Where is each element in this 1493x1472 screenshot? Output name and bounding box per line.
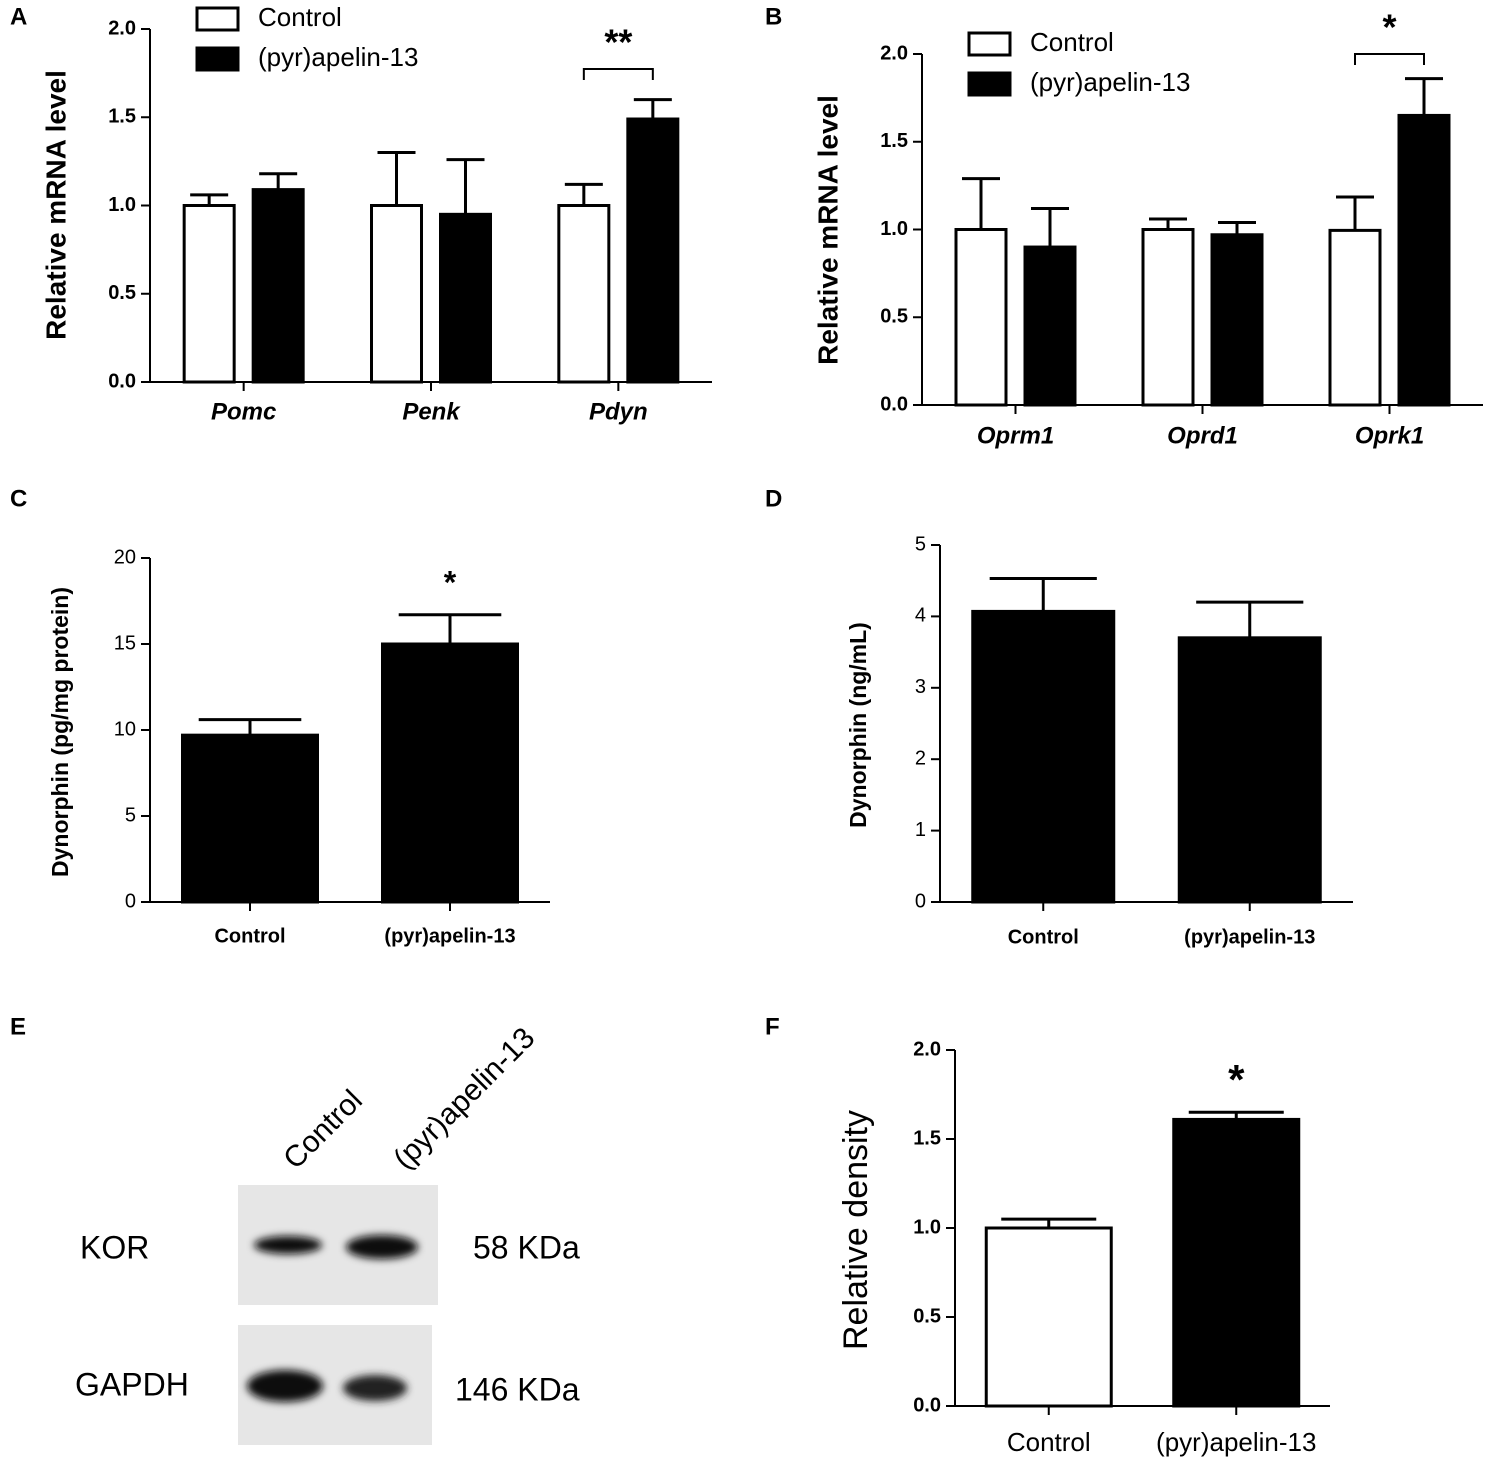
y-tick-label: 1.5 <box>913 1127 941 1149</box>
y-tick-label: 10 <box>114 718 136 740</box>
y-tick-label: 1.0 <box>108 194 136 216</box>
significance: * <box>1382 7 1396 48</box>
significance: * <box>444 564 457 600</box>
y-tick-label: 20 <box>114 546 136 568</box>
bar <box>954 228 1008 407</box>
legend-swatch <box>195 46 240 72</box>
y-tick-label: 0.0 <box>880 393 908 415</box>
y-tick-label: 0 <box>125 890 136 912</box>
x-tick-label: Control <box>1008 926 1079 948</box>
legend-swatch <box>195 6 240 32</box>
bar <box>1328 228 1382 407</box>
bar <box>557 204 611 384</box>
y-axis-label: Relative mRNA level <box>40 70 71 340</box>
bar <box>984 1226 1113 1408</box>
size-label: 146 KDa <box>455 1371 580 1407</box>
y-tick-label: 0.5 <box>880 306 908 328</box>
blot-band <box>346 1235 418 1259</box>
bar <box>971 609 1116 904</box>
x-tick-label: Oprd1 <box>1167 422 1238 449</box>
y-tick-label: 0.5 <box>108 282 136 304</box>
blot-band <box>254 1236 322 1254</box>
significance: ** <box>604 22 632 63</box>
blot-band <box>343 1375 407 1401</box>
y-axis-label: Relative density <box>837 1110 875 1350</box>
bar <box>626 117 680 384</box>
y-tick-label: 4 <box>915 605 926 627</box>
panel-letter: E <box>10 1013 26 1040</box>
y-tick-label: 5 <box>125 804 136 826</box>
bar <box>439 212 492 384</box>
significance-bracket <box>582 68 654 80</box>
legend-label: (pyr)apelin-13 <box>258 42 418 72</box>
bar <box>1023 245 1077 407</box>
x-tick-label: Oprm1 <box>977 422 1054 449</box>
panel-letter: B <box>765 3 782 30</box>
x-tick-label: Oprk1 <box>1355 422 1424 449</box>
panel-letter: F <box>765 1013 780 1040</box>
y-tick-label: 2 <box>915 747 926 769</box>
bar <box>182 204 236 384</box>
bar <box>1210 233 1264 407</box>
x-tick-label: Control <box>1007 1427 1091 1457</box>
y-tick-label: 2.0 <box>108 17 136 39</box>
row-label: GAPDH <box>75 1366 189 1402</box>
y-tick-label: 0.0 <box>108 370 136 392</box>
y-tick-label: 3 <box>915 676 926 698</box>
panel-letter: C <box>10 485 27 512</box>
bar <box>251 188 305 384</box>
lane-label: Control <box>277 1084 369 1176</box>
y-tick-label: 0.0 <box>913 1394 941 1416</box>
significance: * <box>1228 1056 1245 1103</box>
bar <box>1172 1117 1301 1408</box>
x-tick-label: (pyr)apelin-13 <box>1184 926 1315 948</box>
y-tick-label: 5 <box>915 533 926 555</box>
legend-swatch <box>967 31 1012 57</box>
legend-label: (pyr)apelin-13 <box>1030 67 1190 97</box>
x-tick-label: Pomc <box>211 398 276 425</box>
y-tick-label: 2.0 <box>913 1038 941 1060</box>
bar <box>370 204 423 384</box>
bar <box>1177 636 1322 904</box>
lane-label: (pyr)apelin-13 <box>387 1021 541 1175</box>
y-axis-label: Relative mRNA level <box>812 95 843 365</box>
x-tick-label: (pyr)apelin-13 <box>384 925 515 947</box>
y-axis-label: Dynorphin (ng/mL) <box>845 622 871 828</box>
x-tick-label: (pyr)apelin-13 <box>1156 1427 1316 1457</box>
legend-label: Control <box>258 2 342 32</box>
bar <box>1141 228 1195 407</box>
blot-band <box>247 1370 323 1402</box>
legend-swatch <box>967 71 1012 97</box>
y-axis-label: Dynorphin (pg/mg protein) <box>47 587 73 877</box>
row-label: KOR <box>80 1229 149 1265</box>
panel-letter: A <box>10 3 27 30</box>
y-tick-label: 1.0 <box>913 1216 941 1238</box>
y-tick-label: 1 <box>915 819 926 841</box>
bar <box>1397 113 1451 407</box>
legend-label: Control <box>1030 27 1114 57</box>
bar <box>181 733 319 904</box>
x-tick-label: Penk <box>402 398 461 425</box>
y-tick-label: 0.5 <box>913 1305 941 1327</box>
x-tick-label: Pdyn <box>589 398 648 425</box>
size-label: 58 KDa <box>473 1229 580 1265</box>
y-tick-label: 0 <box>915 890 926 912</box>
y-tick-label: 2.0 <box>880 42 908 64</box>
y-tick-label: 1.0 <box>880 218 908 240</box>
y-tick-label: 1.5 <box>108 106 136 128</box>
panel-letter: D <box>765 485 782 512</box>
y-tick-label: 1.5 <box>880 130 908 152</box>
x-tick-label: Control <box>214 925 285 947</box>
bar <box>381 642 519 904</box>
y-tick-label: 15 <box>114 632 136 654</box>
significance-bracket <box>1354 53 1425 65</box>
